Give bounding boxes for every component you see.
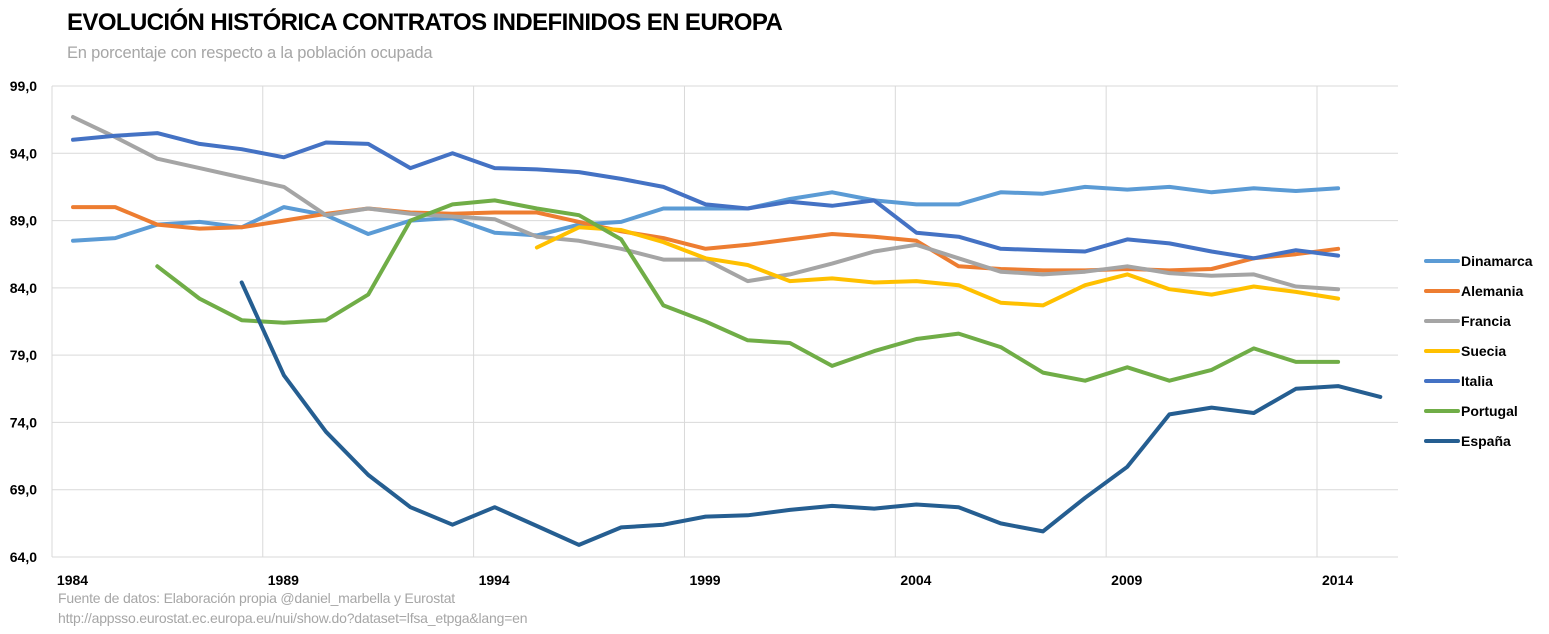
source-url: http://appsso.eurostat.ec.europa.eu/nui/… [58,610,528,626]
series-line [71,131,1341,261]
series-line [71,184,1341,243]
series-line [239,280,1383,547]
series-line [534,225,1341,308]
x-tick-label: 1994 [479,572,510,588]
y-tick-label: 84,0 [10,280,37,296]
y-tick-label: 64,0 [10,549,37,565]
x-tick-label: 1999 [689,572,720,588]
y-tick-label: 79,0 [10,347,37,363]
legend-label: Francia [1461,313,1511,329]
legend-item-italia: Italia [1424,373,1493,389]
series-line [155,198,1341,383]
x-tick-label: 2014 [1322,572,1353,588]
source-note: Fuente de datos: Elaboración propia @dan… [58,590,455,606]
legend-label: España [1461,433,1511,449]
gridlines [51,85,1398,558]
y-tick-label: 89,0 [10,213,37,229]
series-italia [71,131,1341,261]
legend-item-españa: España [1424,433,1511,449]
series-españa [239,280,1383,547]
y-tick-label: 99,0 [10,78,37,94]
chart-subtitle: En porcentaje con respecto a la població… [67,44,433,62]
chart-title: EVOLUCIÓN HISTÓRICA CONTRATOS INDEFINIDO… [67,9,783,36]
y-tick-label: 69,0 [10,482,37,498]
x-tick-label: 2009 [1111,572,1142,588]
legend-label: Dinamarca [1461,253,1533,269]
legend-label: Suecia [1461,343,1506,359]
x-axis-ticks: 1984 1989 1994 1999 2004 2009 2014 [57,572,1353,588]
series-lines [71,115,1383,547]
series-suecia [534,225,1341,308]
x-tick-label: 1984 [57,572,88,588]
legend-item-alemania: Alemania [1424,283,1523,299]
legend-item-francia: Francia [1424,313,1511,329]
series-dinamarca [71,184,1341,243]
legend-label: Italia [1461,373,1493,389]
legend-label: Alemania [1461,283,1523,299]
legend-item-suecia: Suecia [1424,343,1506,359]
series-line [71,205,1341,273]
legend-label: Portugal [1461,403,1518,419]
legend: Dinamarca Alemania Francia Suecia Italia Port… [1424,253,1533,449]
x-tick-label: 1989 [268,572,299,588]
y-tick-label: 94,0 [10,145,37,161]
legend-item-dinamarca: Dinamarca [1424,253,1533,269]
legend-item-portugal: Portugal [1424,403,1518,419]
x-tick-label: 2004 [900,572,931,588]
series-portugal [155,198,1341,383]
y-tick-label: 74,0 [10,414,37,430]
y-axis-ticks: 64,0 69,0 74,0 79,0 84,0 89,0 94,0 99,0 [10,78,37,565]
series-alemania [71,205,1341,273]
